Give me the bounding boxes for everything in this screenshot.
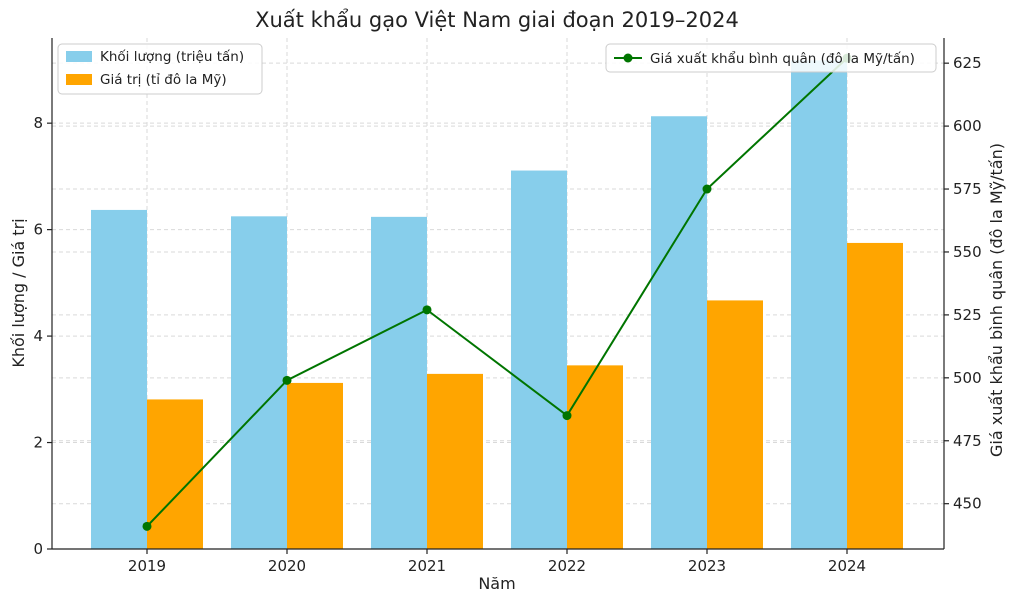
axes: 0 2 4 6 8 450 475 500 525 550 575 600 625 2019 2020 202…: [33, 38, 982, 575]
price-point: [282, 375, 292, 385]
legend-label: Giá xuất khẩu bình quân (đô la Mỹ/tấn): [650, 50, 915, 67]
price-point: [562, 411, 572, 421]
legend-label: Giá trị (tỉ đô la Mỹ): [100, 72, 227, 88]
legend-left-frame: [57, 43, 263, 95]
x-tick-label: 2020: [268, 557, 306, 575]
bar-volume: [231, 216, 287, 550]
bar-value: [567, 365, 623, 549]
price-point: [702, 184, 712, 194]
bar-volume: [511, 170, 567, 549]
bar-volume: [791, 60, 847, 549]
legend-marker: [623, 53, 633, 63]
price-point: [142, 521, 152, 531]
y2-tick-label: 500: [953, 369, 982, 387]
y-tick-label: 0: [33, 540, 43, 558]
price-line-path: [146, 57, 848, 528]
x-tick-label: 2024: [828, 557, 866, 575]
bar-value: [147, 399, 203, 549]
legend-swatch: [66, 51, 92, 62]
x-tick-label: 2021: [408, 557, 446, 575]
chart-title: Xuất khẩu gạo Việt Nam giai đoạn 2019–20…: [255, 8, 739, 32]
legend-swatch: [66, 74, 92, 85]
y-tick-label: 8: [33, 114, 43, 132]
y2-tick-label: 475: [953, 432, 982, 450]
bar-volume: [371, 216, 427, 549]
y2-tick-label: 525: [953, 306, 982, 324]
y2-tick-label: 575: [953, 180, 982, 198]
y2-tick-label: 450: [953, 495, 982, 513]
bar-volume: [91, 209, 147, 549]
bars: [91, 60, 903, 550]
bar-volume: [651, 116, 707, 549]
x-tick-label: 2019: [128, 557, 166, 575]
legend-label: Khối lượng (triệu tấn): [100, 48, 244, 65]
bar-value: [427, 373, 483, 549]
y2-tick-label: 600: [953, 117, 982, 135]
x-tick-label: 2022: [548, 557, 586, 575]
legend-right: Giá xuất khẩu bình quân (đô la Mỹ/tấn): [605, 43, 937, 73]
legend-left: Khối lượng (triệu tấn) Giá trị (tỉ đô la …: [57, 43, 263, 95]
bar-value: [707, 300, 763, 549]
y2-tick-label: 550: [953, 243, 982, 261]
y-axis-label: Khối lượng / Giá trị: [9, 218, 28, 367]
legend-right-frame: [605, 43, 937, 73]
y2-axis-label: Giá xuất khẩu bình quân (đô la Mỹ/tấn): [987, 143, 1006, 457]
y-tick-label: 4: [33, 327, 43, 345]
y-tick-label: 6: [33, 221, 43, 239]
x-tick-label: 2023: [688, 557, 726, 575]
bar-value: [847, 242, 903, 549]
y2-tick-label: 625: [953, 54, 982, 72]
y-tick-label: 2: [33, 434, 43, 452]
x-axis-label: Năm: [478, 574, 515, 593]
price-point: [422, 305, 432, 315]
bar-value: [287, 382, 343, 549]
